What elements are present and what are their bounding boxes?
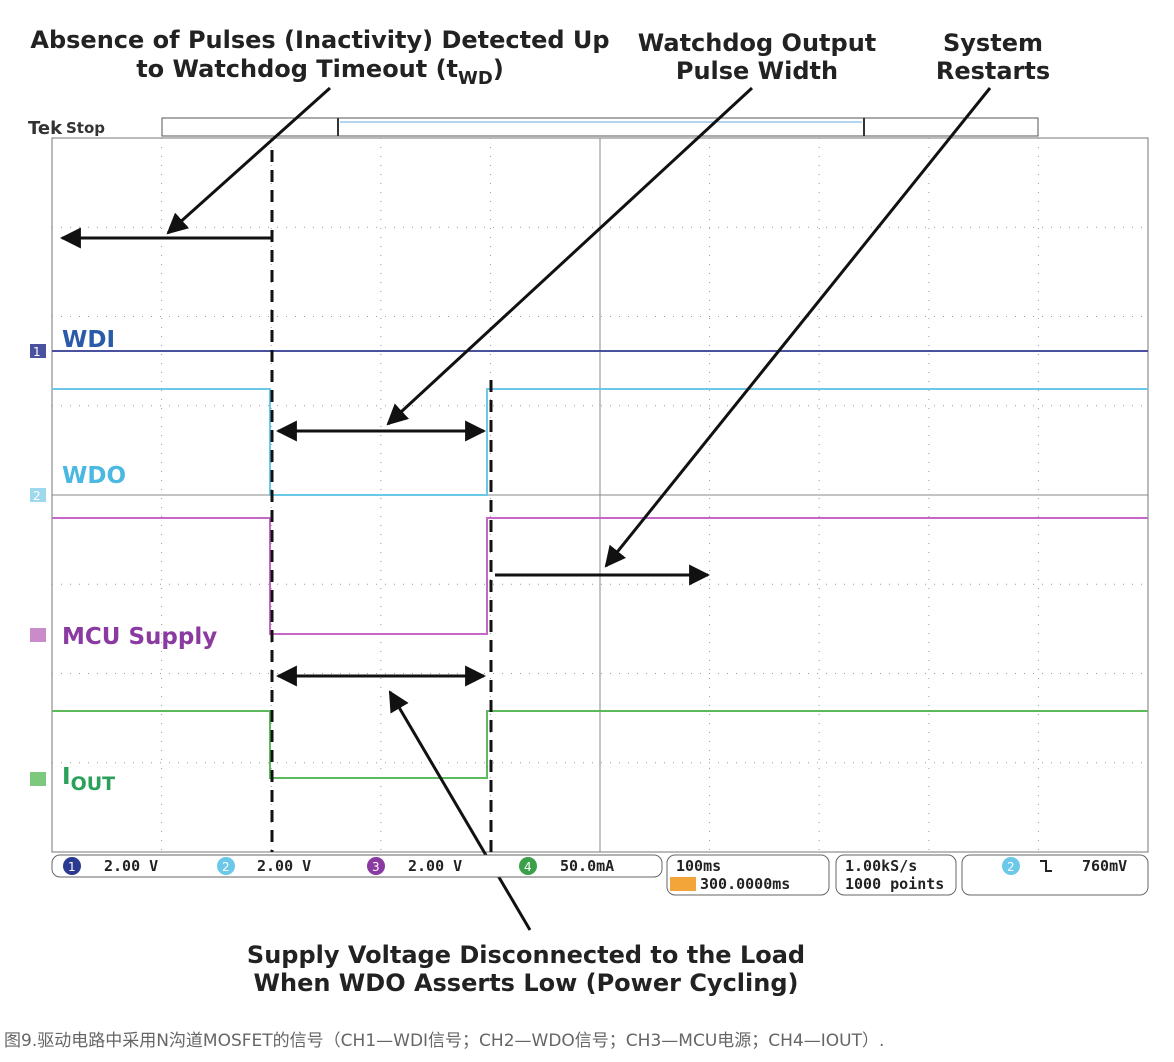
channel-marker [30,772,46,786]
channel-badge [217,857,235,875]
trace-wdo [52,388,1148,496]
channel-badge [1002,857,1020,875]
annotation-part: to Watchdog Timeout (t [136,55,458,83]
channel-scale: 50.0mA [560,857,614,875]
channel-number: 1 [33,345,41,359]
status-box [666,854,830,896]
annotation: Watchdog Output [638,29,877,57]
channel-marker [30,488,46,502]
channel-marker [30,628,46,642]
annotation: Pulse Width [676,57,838,85]
channel-number: 1 [68,860,76,874]
status-box [835,854,957,896]
channel-number: 2 [222,860,230,874]
position: 300.0000ms [700,875,790,893]
annotation: to Watchdog Timeout (tWD) [136,55,504,89]
annotation: When WDO Asserts Low (Power Cycling) [254,969,799,997]
trace-mcu [52,517,1148,635]
caption: 图9.驱动电路中采用N沟道MOSFET的信号（CH1—WDI信号；CH2—WDO… [4,1031,884,1051]
channel-label: WDO [62,463,126,489]
channel-scale: 2.00 V [257,857,311,875]
annotation: Supply Voltage Disconnected to the Load [247,941,805,969]
sample-rate: 1.00kS/s [845,857,917,875]
arrows [59,86,992,931]
label-part: I [62,764,71,790]
channel-badge [63,857,81,875]
channel-badge [519,857,537,875]
trigger-slope [1040,860,1052,872]
timebase: 100ms [676,857,721,875]
status-box [51,854,663,878]
channel-number: 3 [372,860,380,874]
channel-badge [367,857,385,875]
channel-scale: 2.00 V [408,857,462,875]
subscript: OUT [71,773,116,795]
subscript: WD [458,68,493,89]
record-length: 1000 points [845,875,944,893]
annotation: Restarts [936,57,1050,85]
trigger-level: 760mV [1082,857,1127,875]
channel-scale: 2.00 V [104,857,158,875]
brand: Tek [28,118,63,139]
channel-label: IOUT [62,764,115,795]
channel-label: MCU Supply [62,624,217,650]
annotation: System [943,29,1043,57]
channel-marker [30,344,46,358]
trace-iout [52,710,1148,779]
trigger-channel: 2 [1007,860,1015,874]
channel-number: 2 [33,489,41,503]
position-icon [670,877,696,891]
annotation-part: ) [493,55,504,83]
annotation: Absence of Pulses (Inactivity) Detected … [30,26,609,54]
channel-label: WDI [62,327,115,353]
state: Stop [66,119,105,137]
channel-number: 4 [524,860,532,874]
